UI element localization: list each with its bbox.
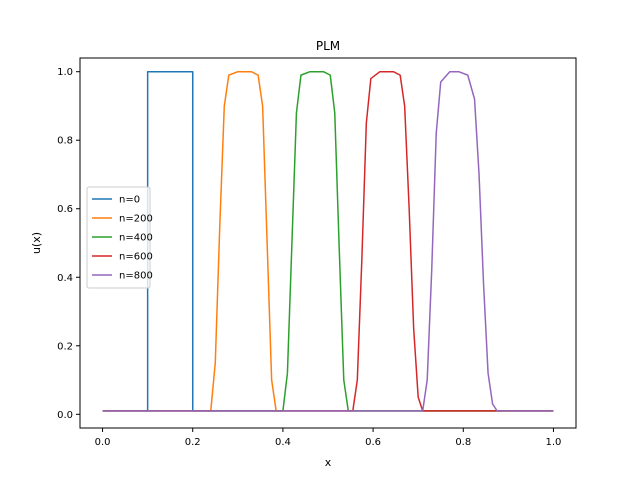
y-axis-label: u(x) <box>30 232 43 254</box>
series-line-n=200 <box>102 70 554 412</box>
x-axis: 0.0 0.2 0.4 0.6 0.8 1.0 <box>95 428 562 448</box>
y-tick-label-0: 0.0 <box>57 410 73 421</box>
legend-label-n=600: n=600 <box>119 252 153 263</box>
x-tick-label-1: 0.2 <box>185 437 201 448</box>
x-axis-label: x <box>325 456 332 469</box>
legend-box <box>86 186 151 289</box>
x-tick-label-5: 1.0 <box>546 437 562 448</box>
legend-label-n=0: n=0 <box>119 195 140 206</box>
plot-background <box>80 58 576 428</box>
plot-frame <box>79 57 577 429</box>
y-axis: 0.0 0.2 0.4 0.6 0.8 1.0 <box>57 67 80 421</box>
series-line-n=600 <box>102 70 554 412</box>
x-tick-label-2: 0.4 <box>275 437 291 448</box>
y-tick-label-4: 0.8 <box>57 136 73 147</box>
legend-label-n=200: n=200 <box>119 214 153 225</box>
series-line-n=800 <box>102 70 554 412</box>
x-tick-label-0: 0.0 <box>95 437 111 448</box>
chart-title: PLM <box>316 39 340 53</box>
x-tick-label-3: 0.6 <box>365 437 381 448</box>
y-tick-label-1: 0.2 <box>57 341 73 352</box>
series-line-n=400 <box>102 70 554 412</box>
y-tick-label-5: 1.0 <box>57 67 73 78</box>
legend-label-n=400: n=400 <box>119 233 153 244</box>
legend-label-n=800: n=800 <box>119 271 153 282</box>
plot-area <box>79 57 577 429</box>
y-tick-label-2: 0.4 <box>57 273 73 284</box>
y-tick-label-3: 0.6 <box>57 204 73 215</box>
legend: n=0 n=200 n=400 n=600 n=800 <box>86 186 153 289</box>
series-layer <box>102 70 554 412</box>
x-tick-label-4: 0.8 <box>455 437 471 448</box>
